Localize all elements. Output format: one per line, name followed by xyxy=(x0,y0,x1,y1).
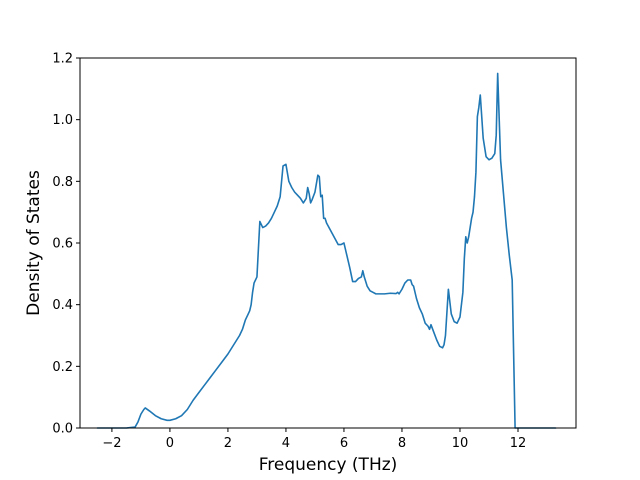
y-tick-label: 0.6 xyxy=(52,237,73,252)
x-axis-label: Frequency (THz) xyxy=(259,455,398,475)
y-tick-label: 1.2 xyxy=(52,52,73,67)
x-tick-label: 0 xyxy=(166,436,174,451)
y-axis: 0.0 0.2 0.4 0.6 0.8 1.0 1.2 xyxy=(52,52,80,437)
series-layer xyxy=(96,72,557,429)
series-line-0 xyxy=(96,72,557,429)
x-tick-label: 12 xyxy=(510,436,527,451)
x-tick-label: −2 xyxy=(102,436,121,451)
y-tick-label: 1.0 xyxy=(52,113,73,128)
y-tick-label: 0.2 xyxy=(52,360,73,375)
y-tick-label: 0.4 xyxy=(52,298,73,313)
plot-background xyxy=(80,58,576,428)
x-tick-label: 2 xyxy=(224,436,232,451)
y-tick-label: 0.8 xyxy=(52,175,73,190)
x-tick-label: 8 xyxy=(398,436,406,451)
x-tick-label: 4 xyxy=(282,436,290,451)
x-axis: −2 0 2 4 6 8 10 12 xyxy=(102,428,526,451)
y-tick-label: 0.0 xyxy=(52,422,73,437)
y-axis-label: Density of States xyxy=(24,170,44,316)
x-tick-label: 6 xyxy=(340,436,348,451)
x-tick-label: 10 xyxy=(452,436,469,451)
